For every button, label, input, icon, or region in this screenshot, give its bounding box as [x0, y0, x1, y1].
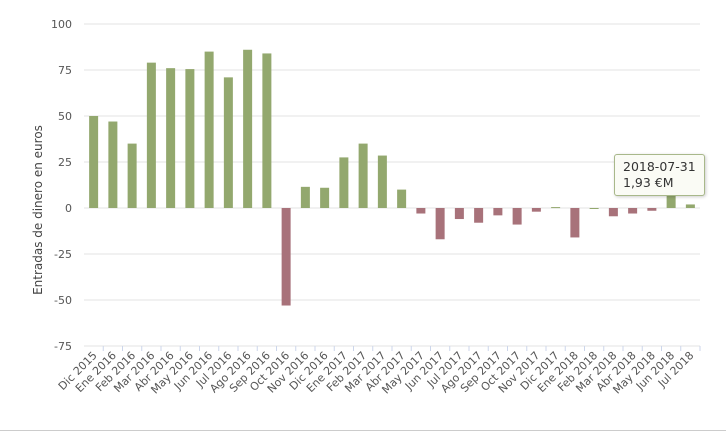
tooltip-value: 1,93 €M	[623, 175, 674, 190]
bar[interactable]	[474, 208, 484, 223]
bar[interactable]	[300, 186, 310, 208]
y-axis-label: Entradas de dinero en euros	[31, 125, 45, 295]
bar[interactable]	[243, 49, 253, 209]
tooltip: 2018-07-31 1,93 €M	[614, 154, 705, 196]
bar[interactable]	[377, 155, 387, 208]
divider	[0, 430, 726, 431]
y-tick-label: 25	[58, 156, 72, 169]
bar[interactable]	[89, 116, 99, 208]
y-tick-label: -75	[54, 340, 72, 353]
bar[interactable]	[628, 208, 638, 214]
y-tick-label: 75	[58, 64, 72, 77]
y-tick-label: 100	[51, 18, 72, 31]
bar[interactable]	[608, 208, 618, 217]
bar[interactable]	[454, 208, 464, 220]
bar[interactable]	[204, 51, 214, 208]
bar[interactable]	[185, 69, 195, 208]
bar[interactable]	[666, 195, 676, 208]
bar[interactable]	[281, 208, 291, 306]
bar[interactable]	[108, 121, 118, 208]
bar[interactable]	[166, 68, 176, 208]
y-tick-label: 50	[58, 110, 72, 123]
tooltip-date: 2018-07-31	[623, 159, 696, 174]
bar[interactable]	[397, 189, 407, 208]
bar[interactable]	[493, 208, 503, 216]
bar[interactable]	[358, 143, 368, 208]
bar[interactable]	[146, 62, 156, 208]
y-tick-label: -25	[54, 248, 72, 261]
bar[interactable]	[127, 143, 137, 208]
bar[interactable]	[435, 208, 445, 240]
bar[interactable]	[570, 208, 580, 238]
bar[interactable]	[512, 208, 522, 225]
bar[interactable]	[647, 208, 657, 211]
bar[interactable]	[531, 208, 541, 212]
bar[interactable]	[416, 208, 426, 214]
bar[interactable]	[685, 204, 695, 208]
bar[interactable]	[589, 208, 599, 209]
bar[interactable]	[551, 207, 561, 209]
bar[interactable]	[262, 53, 272, 208]
bar[interactable]	[320, 187, 330, 208]
bar[interactable]	[223, 77, 233, 208]
y-tick-label: 0	[65, 202, 72, 215]
y-tick-label: -50	[54, 294, 72, 307]
bar[interactable]	[339, 157, 349, 208]
